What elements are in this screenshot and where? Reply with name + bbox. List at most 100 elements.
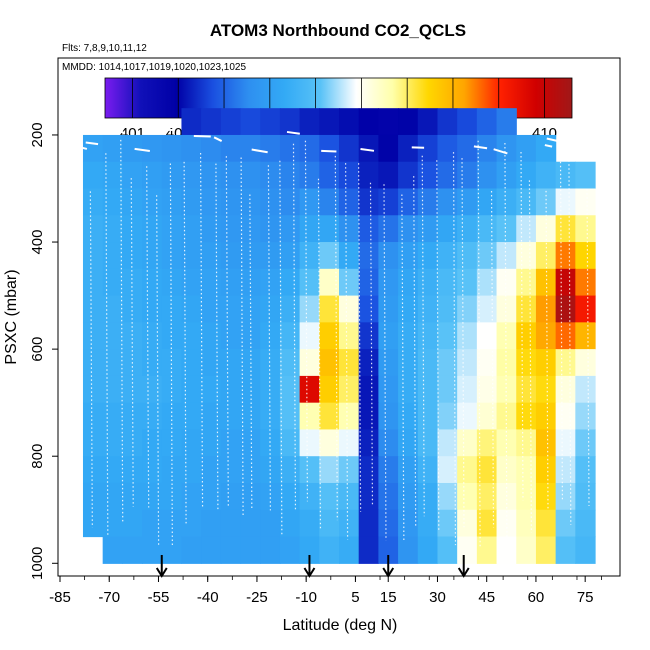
x-tick-label: 45 [478,589,495,606]
flight-profile [490,191,495,528]
heatmap-cell [319,188,340,216]
heatmap-cell [496,375,517,404]
heatmap-cell [496,349,517,377]
heatmap-cell [220,536,242,564]
y-tick-label: 600 [29,337,46,362]
heatmap-cell [417,268,439,297]
heatmap-cell [181,402,202,431]
heatmap-cell [181,456,202,484]
heatmap-cell [299,322,320,350]
heatmap-cell [161,322,183,350]
heatmap-cell [378,188,399,216]
heatmap-cell [220,456,242,484]
heatmap-cell [279,375,301,404]
heatmap-cell [437,295,458,323]
flight-profile [183,161,187,526]
heatmap-cell [102,482,123,511]
heatmap-cell [279,509,301,538]
heatmap-cell [398,108,419,136]
heatmap-cell [516,322,537,350]
heatmap-cell [201,349,222,377]
heatmap-cell [299,536,320,564]
heatmap-cell [476,188,498,216]
heatmap-cell [457,188,478,216]
heatmap-cell [319,375,340,404]
heatmap-cell [240,188,261,216]
heatmap-cell [181,322,202,350]
heatmap-cell [260,188,281,216]
heatmap-cell [181,188,202,216]
heatmap-cell [102,134,123,163]
heatmap-cell [378,482,399,511]
flight-cruise-leg [251,148,268,154]
heatmap-cell [220,402,242,431]
heatmap-cell [378,268,399,297]
heatmap-cell [82,188,104,216]
heatmap-cell [437,456,458,484]
heatmap-cell [319,429,340,457]
heatmap-cell [142,268,163,297]
heatmap-cell [299,349,320,377]
heatmap-cell [476,108,498,136]
heatmap-cell [457,295,478,323]
flight-profile [504,142,508,538]
heatmap-cell [201,375,222,404]
heatmap-cell [535,188,557,216]
heatmap-cell [516,134,537,163]
heatmap-cell [260,402,281,431]
heatmap-cell [102,268,123,297]
heatmap-cell [398,322,419,350]
heatmap-cell [142,482,163,511]
heatmap-cell [220,509,242,538]
heatmap-cell [555,242,576,270]
heatmap-cell [260,536,281,564]
heatmap-cell [142,188,163,216]
heatmap-cell [437,134,458,163]
heatmap-cell [260,295,281,323]
flight-tracks [65,128,614,547]
heatmap-cell [161,349,183,377]
heatmap-cell [575,375,596,404]
heatmap-cell [437,509,458,538]
flight-profile [545,190,549,511]
x-tick-label: -85 [49,589,71,606]
flight-profile [568,136,572,525]
heatmap-cell [122,482,143,511]
heatmap-cell [339,456,360,484]
heatmap-cell [457,402,478,431]
heatmap-cell [161,215,183,243]
heatmap-cell [417,482,439,511]
heatmap-cell [201,134,222,163]
heatmap-cell [279,161,301,190]
heatmap-cell [82,268,104,297]
heatmap-cell [260,161,281,190]
heatmap-cell [555,295,576,323]
heatmap-cell [220,108,242,136]
heatmap-cell [417,349,439,377]
heatmap-cell [279,456,301,484]
x-tick-label: -40 [197,589,219,606]
flight-cruise-leg [557,143,571,150]
heatmap-cell [339,482,360,511]
heatmap-cell [102,215,123,243]
heatmap-cell [339,242,360,270]
dates-label: MMDD: 1014,1017,1019,1020,1023,1025 [62,62,246,73]
heatmap-cell [102,375,123,404]
heatmap-cell [496,188,517,216]
heatmap-cell [181,349,202,377]
heatmap-cell [398,242,419,270]
heatmap-cell [102,429,123,457]
heatmap-cell [181,295,202,323]
heatmap-cell [398,161,419,190]
heatmap-cell [516,456,537,484]
heatmap-cell [437,402,458,431]
heatmap-cell [161,242,183,270]
x-tick-label: -70 [98,589,120,606]
heatmap-cell [535,456,557,484]
heatmap-cell [122,161,143,190]
heatmap-cell [82,482,104,511]
heatmap-cell [575,268,596,297]
heatmap-cell [378,295,399,323]
flight-cruise-leg [134,147,150,152]
heatmap-cell [398,429,419,457]
